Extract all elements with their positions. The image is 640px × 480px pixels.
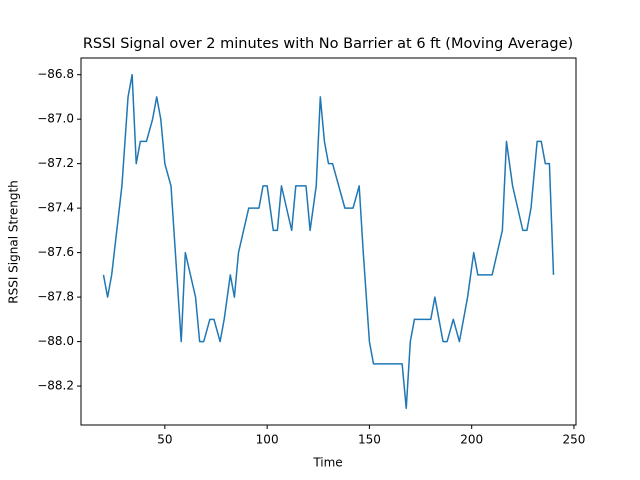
y-tick-label: −88.2 xyxy=(37,379,74,393)
x-tick-label: 250 xyxy=(563,433,586,447)
x-tick-label: 100 xyxy=(256,433,279,447)
y-axis-label: RSSI Signal Strength xyxy=(7,180,21,304)
x-axis-label: Time xyxy=(312,456,342,470)
y-tick-label: −87.0 xyxy=(37,112,74,126)
y-tick-label: −86.8 xyxy=(37,67,74,81)
y-tick-label: −88.0 xyxy=(37,334,74,348)
y-tick-label: −87.8 xyxy=(37,290,74,304)
x-tick-label: 200 xyxy=(460,433,483,447)
x-tick-label: 50 xyxy=(157,433,172,447)
x-tick-label: 150 xyxy=(358,433,381,447)
chart-title: RSSI Signal over 2 minutes with No Barri… xyxy=(83,36,573,52)
plot-frame xyxy=(80,57,577,426)
data-line xyxy=(102,73,555,410)
y-tick-label: −87.6 xyxy=(37,245,74,259)
y-tick-label: −87.4 xyxy=(37,201,74,215)
y-tick-label: −87.2 xyxy=(37,156,74,170)
